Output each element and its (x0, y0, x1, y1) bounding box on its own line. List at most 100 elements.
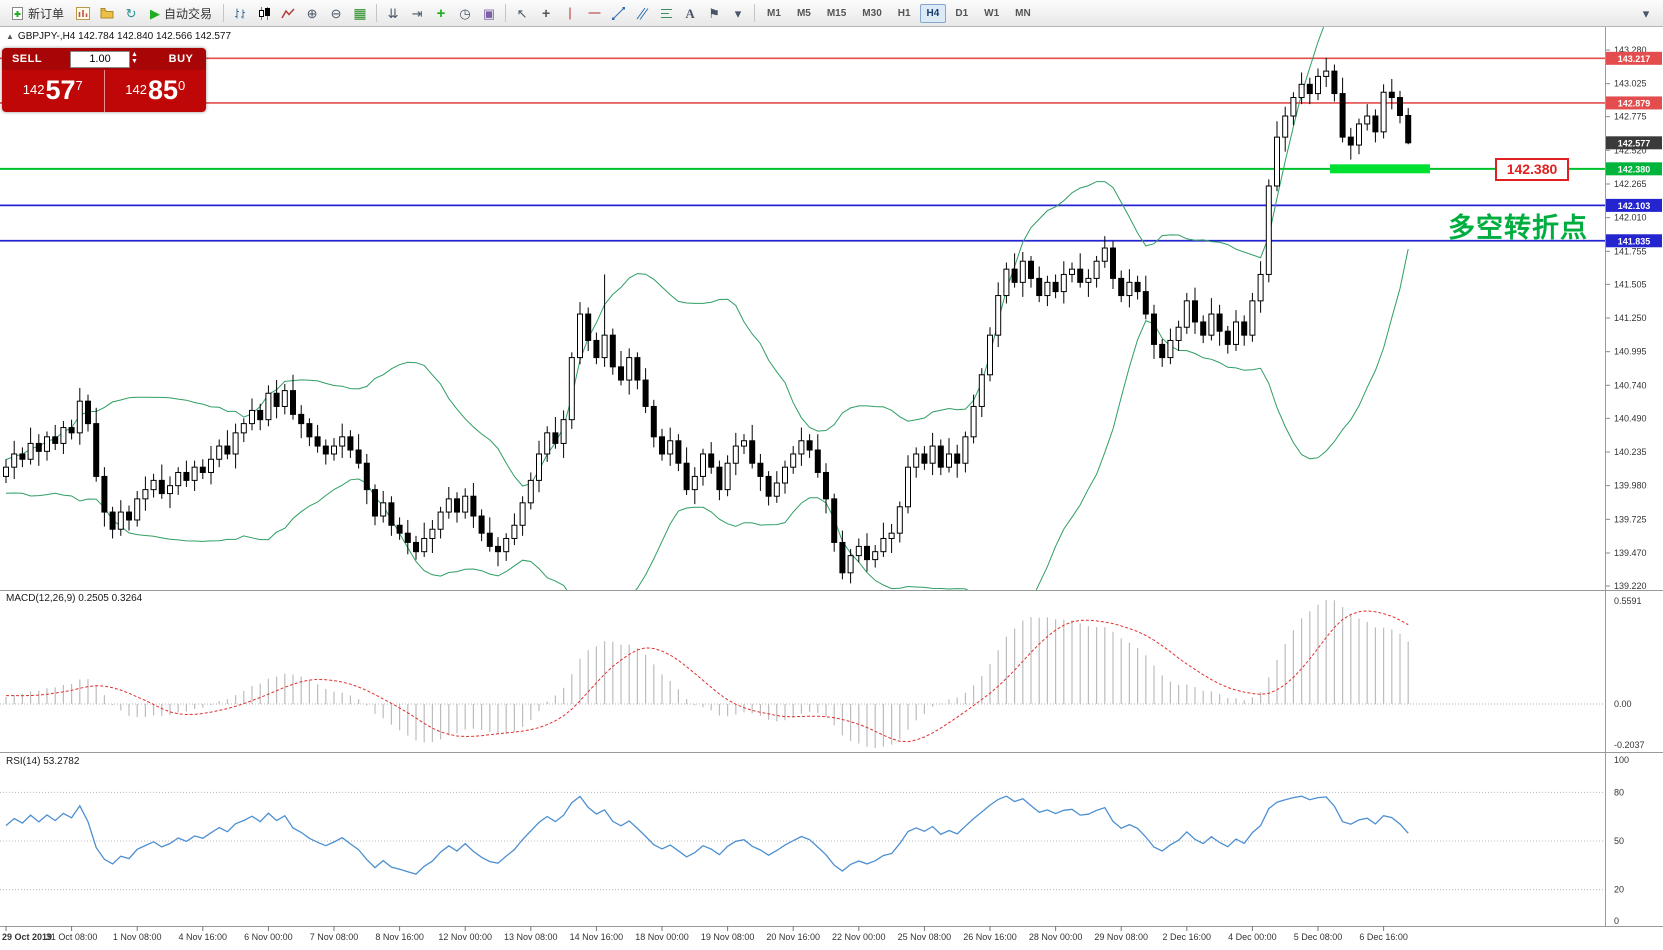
time-axis-label: 7 Nov 08:00 (310, 932, 359, 942)
refresh-button[interactable]: ↻ (120, 3, 142, 24)
trendline-tool-button[interactable] (607, 3, 629, 24)
fibonacci-tool-button[interactable] (655, 3, 677, 24)
price-tick-label: 139.220 (1614, 581, 1647, 591)
macd-signal-line[interactable] (6, 610, 1409, 743)
candlestick-chart-button[interactable] (253, 3, 275, 24)
price-tag (1606, 51, 1662, 65)
price-tick-label: 143.280 (1614, 45, 1647, 55)
autotrading-label: 自动交易 (164, 6, 213, 21)
new-order-icon (11, 6, 24, 20)
sell-price-sup: 7 (75, 78, 83, 93)
price-tag (1606, 96, 1662, 110)
price-tick-label: 142.265 (1614, 179, 1647, 189)
add-indicator-icon: + (436, 4, 446, 22)
time-axis-label: 1 Nov 08:00 (113, 932, 162, 942)
add-indicator-button[interactable]: + (430, 3, 452, 24)
timeframe-button-W1[interactable]: W1 (977, 4, 1006, 23)
autotrading-button[interactable]: ▶ 自动交易 (144, 3, 218, 24)
line-chart-button[interactable] (277, 3, 299, 24)
price-tick-label: 142.010 (1614, 213, 1647, 223)
zoom-in-icon: ⊕ (306, 5, 318, 21)
buy-price-button[interactable]: 142 85 0 (105, 70, 207, 112)
timeframe-toolbar: M1 M5 M15 M30 H1 H4 D1 W1 MN (759, 3, 1039, 23)
chart-annotation-text[interactable]: 多空转折点 (1448, 213, 1588, 243)
time-axis-label: 20 Nov 16:00 (766, 932, 820, 942)
zoom-in-button[interactable]: ⊕ (301, 3, 323, 24)
volume-increase-button[interactable]: ▲ (131, 51, 138, 58)
timeframe-button-M5[interactable]: M5 (790, 4, 818, 23)
collapse-panel-icon[interactable]: ▲ (6, 32, 14, 41)
timeframe-button-H4[interactable]: H4 (919, 4, 947, 23)
time-axis-label: 31 Oct 08:00 (46, 932, 98, 942)
tile-windows-icon: ▦ (353, 5, 367, 21)
rsi-panel (0, 791, 1605, 891)
support-highlight-zone[interactable] (1330, 164, 1430, 174)
volume-input[interactable] (70, 50, 131, 68)
bollinger-lower-band[interactable] (5, 248, 1409, 623)
candlestick-series (3, 57, 1412, 584)
channel-tool-button[interactable] (631, 3, 653, 24)
volume-decrease-button[interactable]: ▼ (131, 58, 138, 65)
candlestick-chart-icon (258, 6, 271, 20)
price-tag-label: 142.103 (1618, 201, 1651, 211)
profiles-button[interactable] (96, 3, 118, 24)
new-order-button[interactable]: 新订单 (5, 3, 70, 24)
horizontal-line-tool-button[interactable] (583, 3, 605, 24)
timeframe-button-M30[interactable]: M30 (855, 4, 888, 23)
price-tick-label: 140.490 (1614, 413, 1647, 423)
time-axis-label: 5 Dec 08:00 (1294, 932, 1343, 942)
rsi-scale-label: 100 (1614, 755, 1629, 765)
price-callout-label[interactable]: 142.380 (1495, 158, 1569, 181)
time-axis-label: 29 Nov 08:00 (1094, 932, 1148, 942)
bollinger-upper-band[interactable] (5, 0, 1408, 487)
vertical-line-tool-button[interactable] (559, 3, 581, 24)
rsi-line[interactable] (5, 795, 1409, 875)
label-tool-button[interactable]: ⚑ (703, 3, 725, 24)
timeframe-button-D1[interactable]: D1 (948, 4, 975, 23)
toolbar-separator (376, 4, 378, 22)
price-scale[interactable]: 143.280 143.025 142.775 142.520 142.265 142.0… (1606, 45, 1662, 591)
sell-price-pips: 57 (45, 75, 76, 105)
cursor-icon: ↖ (516, 5, 528, 21)
price-tick-label: 142.775 (1614, 112, 1647, 122)
time-axis-label: 4 Dec 00:00 (1228, 932, 1277, 942)
new-chart-icon (76, 6, 91, 20)
timeframe-button-M1[interactable]: M1 (760, 4, 788, 23)
text-tool-button[interactable]: A (679, 3, 701, 24)
toolbar-overflow-button[interactable]: ▾ (1635, 3, 1657, 24)
refresh-icon: ↻ (125, 5, 137, 21)
cursor-tool-button[interactable]: ↖ (511, 3, 533, 24)
time-axis-label: 29 Oct 2019 (2, 932, 52, 942)
auto-scroll-button[interactable]: ⇊ (382, 3, 404, 24)
time-axis-label: 12 Nov 00:00 (438, 932, 492, 942)
zoom-out-button[interactable]: ⊖ (325, 3, 347, 24)
trade-panel-header: SELL ▲ ▼ BUY (2, 48, 206, 70)
line-chart-icon (281, 7, 295, 20)
chart-shift-button[interactable]: ⇥ (406, 3, 428, 24)
time-axis-label: 19 Nov 08:00 (701, 932, 755, 942)
periods-button[interactable]: ◷ (454, 3, 476, 24)
price-tag-label: 142.380 (1618, 164, 1651, 174)
tile-windows-button[interactable]: ▦ (349, 3, 371, 24)
chart-shift-icon: ⇥ (411, 5, 423, 21)
price-tick-label: 140.995 (1614, 347, 1647, 357)
timeframe-button-M15[interactable]: M15 (820, 4, 853, 23)
time-axis-label: 28 Nov 00:00 (1029, 932, 1083, 942)
sell-label: SELL (11, 53, 43, 65)
templates-button[interactable]: ▣ (478, 3, 500, 24)
templates-icon: ▣ (482, 5, 496, 21)
rsi-indicator-label: RSI(14) 53.2782 (6, 756, 80, 767)
shapes-dropdown-button[interactable]: ▾ (727, 3, 749, 24)
bar-chart-button[interactable] (229, 3, 251, 24)
horizontal-line-icon (588, 7, 601, 19)
new-chart-button[interactable] (72, 3, 94, 24)
text-icon: A (685, 5, 695, 21)
timeframe-button-H1[interactable]: H1 (891, 4, 918, 23)
crosshair-tool-button[interactable]: + (535, 3, 557, 24)
shapes-dropdown-icon: ▾ (734, 5, 742, 21)
timeframe-button-MN[interactable]: MN (1008, 4, 1038, 23)
sell-price-button[interactable]: 142 57 7 (2, 70, 105, 112)
time-axis-label: 25 Nov 08:00 (898, 932, 952, 942)
